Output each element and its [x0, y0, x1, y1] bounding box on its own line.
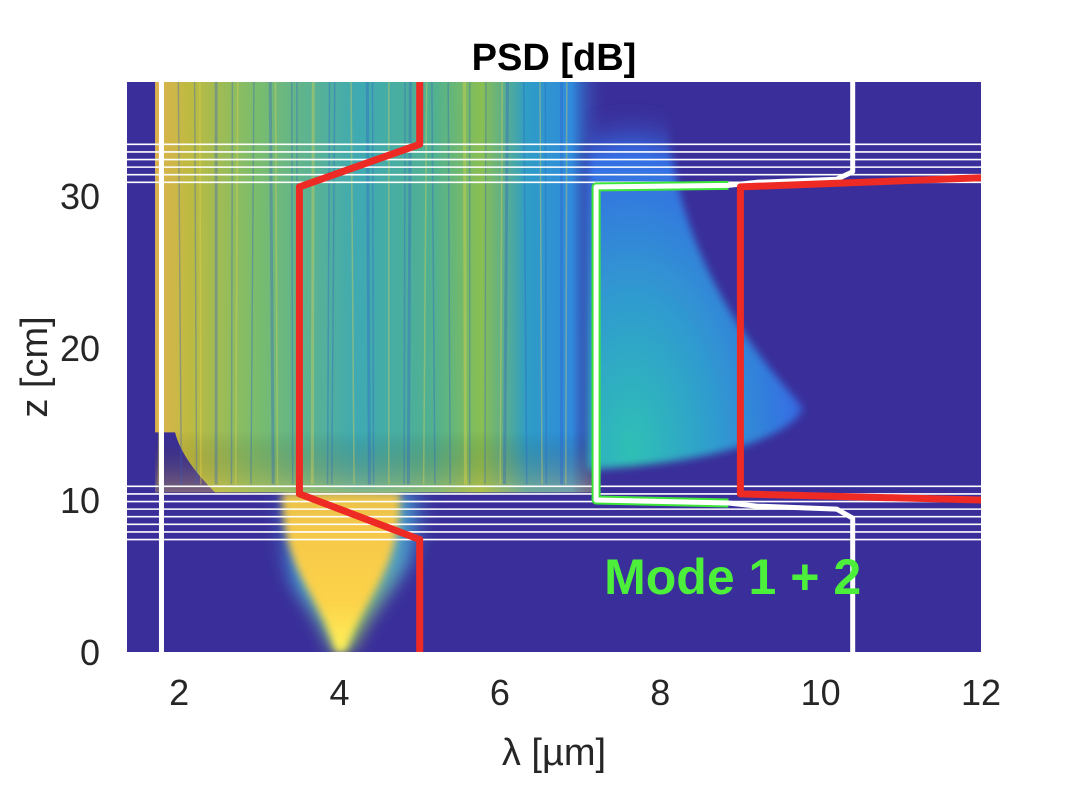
y-tick-label: 0: [80, 632, 100, 673]
plot-area: [127, 82, 981, 652]
spectrum-streak: [565, 82, 568, 485]
x-axis-label: λ [µm]: [502, 732, 606, 774]
spectrum-streak: [431, 82, 436, 485]
spectrum-streak: [462, 82, 467, 485]
spectrum-region-long-wavelength-tail: [588, 82, 805, 470]
x-tick-label: 12: [961, 672, 1001, 713]
spectrum-streak: [406, 82, 412, 485]
spectrum-streak: [193, 82, 198, 485]
spectrum-streak: [365, 82, 371, 485]
spectrum-streak: [371, 82, 375, 485]
spectrum-streak: [502, 82, 509, 485]
spectrum-streak: [234, 82, 239, 485]
spectrum-streak: [447, 82, 451, 485]
spectrum-streak: [350, 82, 355, 485]
chart-title: PSD [dB]: [472, 37, 637, 79]
spectrum-streak: [331, 82, 336, 485]
spectrum-streak: [290, 82, 294, 485]
mode-annotation: Mode 1 + 2: [604, 549, 861, 605]
axis-ticks: 2 4 6 8 10 12 0 10 20 30: [60, 176, 1001, 713]
x-tick-label: 2: [169, 672, 189, 713]
x-tick-label: 6: [490, 672, 510, 713]
spectrum-streak: [177, 82, 183, 485]
spectrum-streak: [250, 82, 255, 485]
white-right-line: [593, 82, 856, 652]
x-tick-label: 4: [329, 672, 349, 713]
x-tick-label: 10: [801, 672, 841, 713]
spectrum-streak: [523, 82, 528, 485]
spectrum-streak: [484, 82, 487, 485]
y-tick-label: 20: [60, 328, 100, 369]
spectrum-streak: [539, 82, 543, 485]
y-tick-label: 30: [60, 176, 100, 217]
spectrum-streak: [310, 82, 315, 485]
spectrum-streak: [403, 82, 406, 485]
spectrum-streak: [326, 82, 331, 485]
spectrum-streak: [422, 82, 428, 485]
spectrum-streak: [268, 82, 275, 485]
x-tick-label: 8: [650, 672, 670, 713]
mode-curves: [158, 82, 981, 652]
spectrum-streak: [274, 82, 279, 485]
spectrum-region-supercontinuum-shade: [155, 82, 597, 493]
y-axis-label: z [cm]: [14, 316, 56, 417]
red-left-line: [295, 82, 424, 652]
red-right-line: [736, 174, 981, 504]
horizontal-lines: [127, 143, 981, 541]
spectrum-streak: [230, 82, 234, 485]
spectrum-streak: [499, 82, 503, 485]
y-tick-label: 10: [60, 480, 100, 521]
spectrum-streak: [544, 82, 548, 485]
spectrum-streak: [199, 82, 202, 485]
